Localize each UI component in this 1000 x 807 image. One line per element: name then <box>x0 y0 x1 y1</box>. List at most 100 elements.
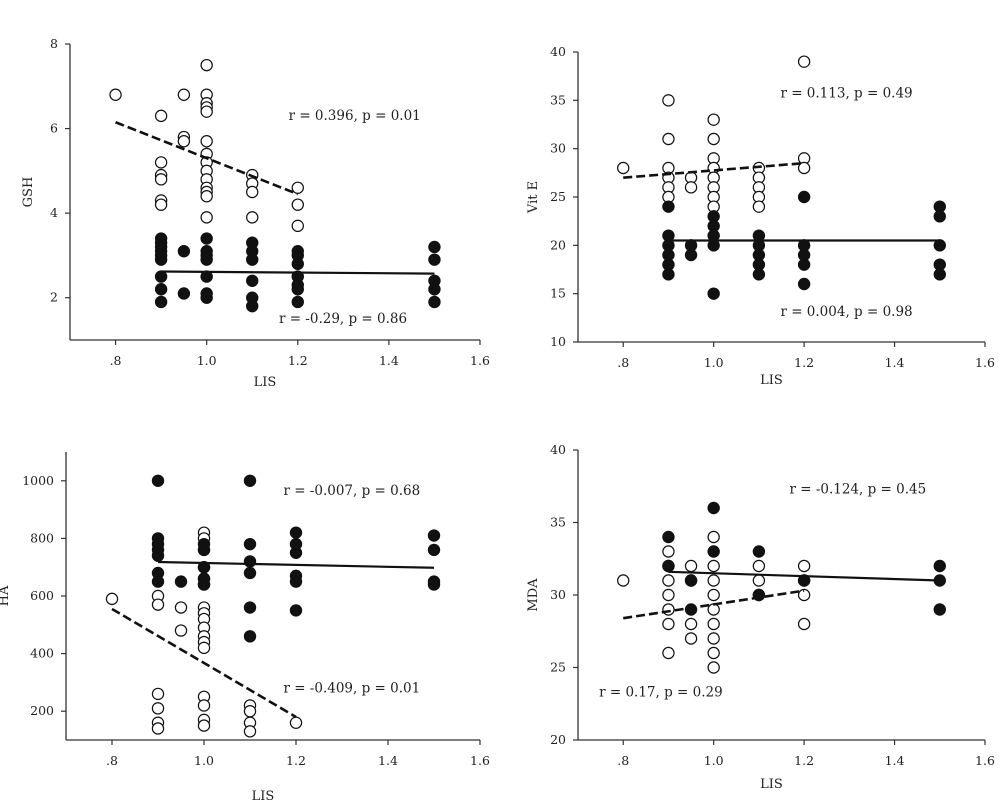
filled-circle-point <box>752 268 766 281</box>
open-circle-point <box>200 58 213 72</box>
x-tick-label: 1.6 <box>975 355 995 370</box>
filled-circle-point <box>662 268 675 281</box>
filled-circle-point <box>291 257 304 271</box>
x-tick-label: 1.2 <box>794 355 814 370</box>
filled-circle-point <box>174 575 188 588</box>
filled-circle-point <box>797 190 811 204</box>
y-tick-label: 4 <box>50 205 58 220</box>
open-circle-point <box>200 190 213 203</box>
open-circle-point <box>707 530 720 544</box>
filled-circle-point <box>197 578 211 591</box>
filled-circle-point <box>289 604 303 617</box>
filled-circle-point <box>707 501 720 515</box>
filled-circle-point <box>177 287 191 300</box>
x-tick-label: .8 <box>617 355 629 370</box>
y-axis-label: Vit E <box>526 181 541 214</box>
y-axis-label: HA <box>0 585 12 606</box>
filled-circle-point <box>289 546 303 560</box>
open-circle-point <box>154 109 168 123</box>
filled-circle-point <box>933 603 946 616</box>
filled-circle-point <box>797 258 811 271</box>
open-circle-point <box>151 598 165 611</box>
open-circle-point <box>707 559 720 573</box>
open-circle-point <box>154 173 168 186</box>
open-circle-point <box>291 219 304 233</box>
y-tick-label: 40 <box>550 442 566 457</box>
filled-circle-point <box>684 574 698 587</box>
open-circle-point <box>174 601 188 614</box>
filled-circle-point <box>243 601 257 614</box>
y-tick-label: 30 <box>550 141 566 156</box>
y-tick-label: 2 <box>50 290 58 305</box>
filled-circle-point <box>243 630 257 643</box>
filled-circle-point <box>797 277 811 291</box>
open-circle-point <box>684 617 698 631</box>
open-circle-point <box>707 646 720 660</box>
y-tick-label: 40 <box>550 44 566 59</box>
filled-circle-point <box>707 287 720 300</box>
filled-circle-point <box>151 549 165 562</box>
chart-panel-2: 10 15 20 25 30 35 40 .8 1.0 1.2 1.4 1.6 Vit E LIS r = … <box>526 44 995 388</box>
open-circle-point <box>243 705 257 718</box>
y-tick-label: 200 <box>30 703 54 718</box>
filled-circle-point <box>427 578 441 591</box>
open-circle-point <box>707 132 720 146</box>
open-circle-point <box>662 588 675 602</box>
open-circle-point <box>200 211 213 224</box>
filled-circle-point <box>243 555 257 568</box>
filled-circle-point <box>662 200 675 213</box>
solid-fit-line <box>161 270 435 275</box>
filled-circle-point <box>246 274 259 287</box>
open-circle-point <box>200 105 213 118</box>
open-circle-point <box>707 113 720 126</box>
filled-circle-point <box>154 295 168 309</box>
filled-circle-point <box>154 270 168 283</box>
correlation-annotation: r = 0.396, p = 0.01 <box>289 108 421 124</box>
x-tick-label: 1.0 <box>194 753 214 768</box>
open-circle-point <box>177 135 191 148</box>
chart-panel-1: 2 4 6 8 .8 1.0 1.2 1.4 1.6 GSH LIS r = 0.396, p = 0… <box>21 36 490 390</box>
chart-panel-4: 20 25 30 35 40 .8 1.0 1.2 1.4 1.6 MDA LIS r = -0.124… <box>526 442 995 792</box>
correlation-annotation: r = 0.113, p = 0.49 <box>780 85 912 101</box>
filled-circle-point <box>246 253 259 266</box>
dashed-fit-line <box>111 607 297 719</box>
open-circle-point <box>154 156 168 169</box>
filled-circle-point <box>797 574 811 587</box>
filled-circle-point <box>427 529 441 542</box>
filled-circle-point <box>151 474 165 487</box>
filled-circle-point <box>752 545 766 558</box>
open-circle-point <box>197 719 211 732</box>
filled-circle-point <box>154 283 168 296</box>
open-circle-point <box>707 588 720 602</box>
y-tick-label: 1000 <box>22 473 54 488</box>
open-circle-point <box>662 574 675 587</box>
chart-panel-3: 200 400 600 800 1000 .8 1.0 1.2 1.4 1.6 HA LIS r = -… <box>0 452 490 804</box>
open-circle-point <box>752 200 766 213</box>
open-circle-point <box>177 88 191 101</box>
open-circle-point <box>151 687 165 701</box>
dashed-fit-line <box>115 121 299 196</box>
open-circle-point <box>684 632 698 645</box>
open-circle-point <box>291 181 304 194</box>
filled-circle-point <box>243 566 257 580</box>
open-circle-point <box>662 545 675 558</box>
y-tick-label: 30 <box>550 587 566 602</box>
x-tick-label: .8 <box>617 753 629 768</box>
dashed-fit-line <box>623 161 805 179</box>
open-circle-point <box>289 716 303 729</box>
open-circle-point <box>617 574 630 587</box>
filled-circle-point <box>662 559 675 573</box>
solid-fit-line <box>157 560 435 569</box>
filled-circle-point <box>933 559 946 573</box>
filled-circle-point <box>246 299 259 313</box>
y-axis-label: MDA <box>526 578 541 612</box>
y-tick-label: 600 <box>30 588 54 603</box>
open-circle-point <box>246 211 259 224</box>
open-circle-point <box>707 574 720 587</box>
filled-circle-point <box>291 295 304 309</box>
open-circle-point <box>797 588 811 602</box>
y-tick-label: 800 <box>30 530 54 545</box>
filled-circle-point <box>200 232 213 245</box>
open-circle-point <box>151 702 165 715</box>
